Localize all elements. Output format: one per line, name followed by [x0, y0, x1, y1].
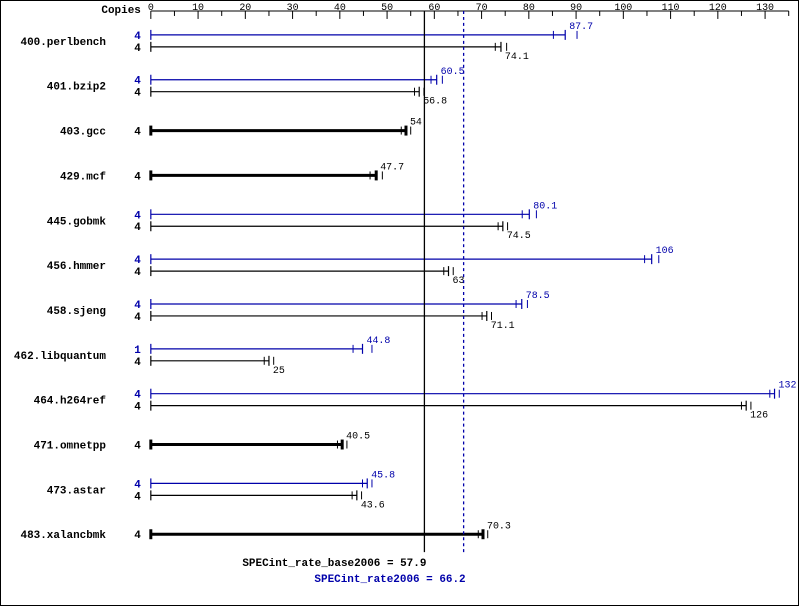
- copies-peak: 4: [134, 31, 141, 43]
- spec-chart-container: 0 10 20 30 40 50 60 70 80 90 100 110 120 130 Copies 400…: [0, 0, 799, 606]
- value-label: 56.8: [423, 96, 447, 107]
- x-tick-label: 10: [192, 2, 204, 13]
- copies-peak: 4: [134, 255, 141, 267]
- x-tick-label: 40: [334, 2, 346, 13]
- benchmark-name: 458.sjeng: [47, 306, 106, 318]
- copies-peak: 4: [134, 390, 141, 402]
- value-label: 47.7: [380, 161, 404, 172]
- value-label: 80.1: [533, 200, 557, 211]
- benchmark-name: 473.astar: [47, 485, 106, 497]
- x-tick-label: 20: [239, 2, 251, 13]
- value-label: 25: [273, 365, 285, 376]
- copies-base: 4: [134, 222, 141, 234]
- value-label: 132: [779, 380, 797, 391]
- benchmark-name: 462.libquantum: [14, 351, 106, 363]
- value-label: 126: [750, 410, 768, 421]
- value-label: 87.7: [569, 21, 593, 32]
- benchmark-name: 483.xalancbmk: [21, 530, 107, 542]
- copies-peak: 1: [134, 345, 141, 357]
- benchmark-name: 429.mcf: [60, 171, 106, 183]
- value-label: 54: [410, 117, 422, 128]
- copies-base: 4: [134, 127, 141, 139]
- value-label: 40.5: [346, 431, 370, 442]
- copies-header: Copies: [101, 5, 140, 17]
- x-tick-label: 100: [614, 2, 632, 13]
- copies-base: 4: [134, 441, 141, 453]
- peak-mean-label: SPECint_rate2006 = 66.2: [314, 574, 465, 586]
- value-label: 78.5: [526, 290, 550, 301]
- x-tick-label: 0: [148, 2, 154, 13]
- benchmark-name: 445.gobmk: [47, 216, 107, 228]
- benchmark-name: 471.omnetpp: [34, 441, 107, 453]
- x-tick-label: 90: [570, 2, 582, 13]
- benchmark-name: 400.perlbench: [21, 37, 106, 49]
- value-label: 70.3: [487, 520, 511, 531]
- copies-base: 4: [134, 357, 141, 369]
- x-tick-label: 70: [476, 2, 488, 13]
- copies-base: 4: [134, 171, 141, 183]
- value-label: 44.8: [366, 335, 390, 346]
- x-tick-label: 50: [381, 2, 393, 13]
- x-tick-label: 130: [756, 2, 774, 13]
- copies-base: 4: [134, 402, 141, 414]
- copies-peak: 4: [134, 479, 141, 491]
- benchmark-name: 401.bzip2: [47, 82, 106, 94]
- copies-base: 4: [134, 312, 141, 324]
- x-tick-label: 80: [523, 2, 535, 13]
- x-tick-label: 60: [428, 2, 440, 13]
- value-label: 43.6: [361, 499, 385, 510]
- chart-svg: 0 10 20 30 40 50 60 70 80 90 100 110 120 130 Copies 400…: [1, 1, 798, 605]
- benchmark-name: 456.hmmer: [47, 261, 106, 273]
- value-label: 106: [656, 245, 674, 256]
- base-mean-label: SPECint_rate_base2006 = 57.9: [242, 558, 426, 570]
- value-label: 60.5: [441, 66, 465, 77]
- copies-base: 4: [134, 43, 141, 55]
- copies-peak: 4: [134, 300, 141, 312]
- value-label: 71.1: [491, 320, 515, 331]
- value-label: 63: [452, 275, 464, 286]
- x-tick-label: 30: [287, 2, 299, 13]
- x-tick-label: 110: [662, 2, 680, 13]
- value-label: 74.1: [505, 51, 529, 62]
- copies-base: 4: [134, 530, 141, 542]
- copies-base: 4: [134, 267, 141, 279]
- value-label: 45.8: [371, 469, 395, 480]
- copies-base: 4: [134, 491, 141, 503]
- benchmark-name: 403.gcc: [60, 127, 106, 139]
- copies-peak: 4: [134, 210, 141, 222]
- value-label: 74.5: [507, 230, 531, 241]
- copies-peak: 4: [134, 76, 141, 88]
- benchmark-name: 464.h264ref: [34, 396, 106, 408]
- x-tick-label: 120: [709, 2, 727, 13]
- copies-base: 4: [134, 88, 141, 100]
